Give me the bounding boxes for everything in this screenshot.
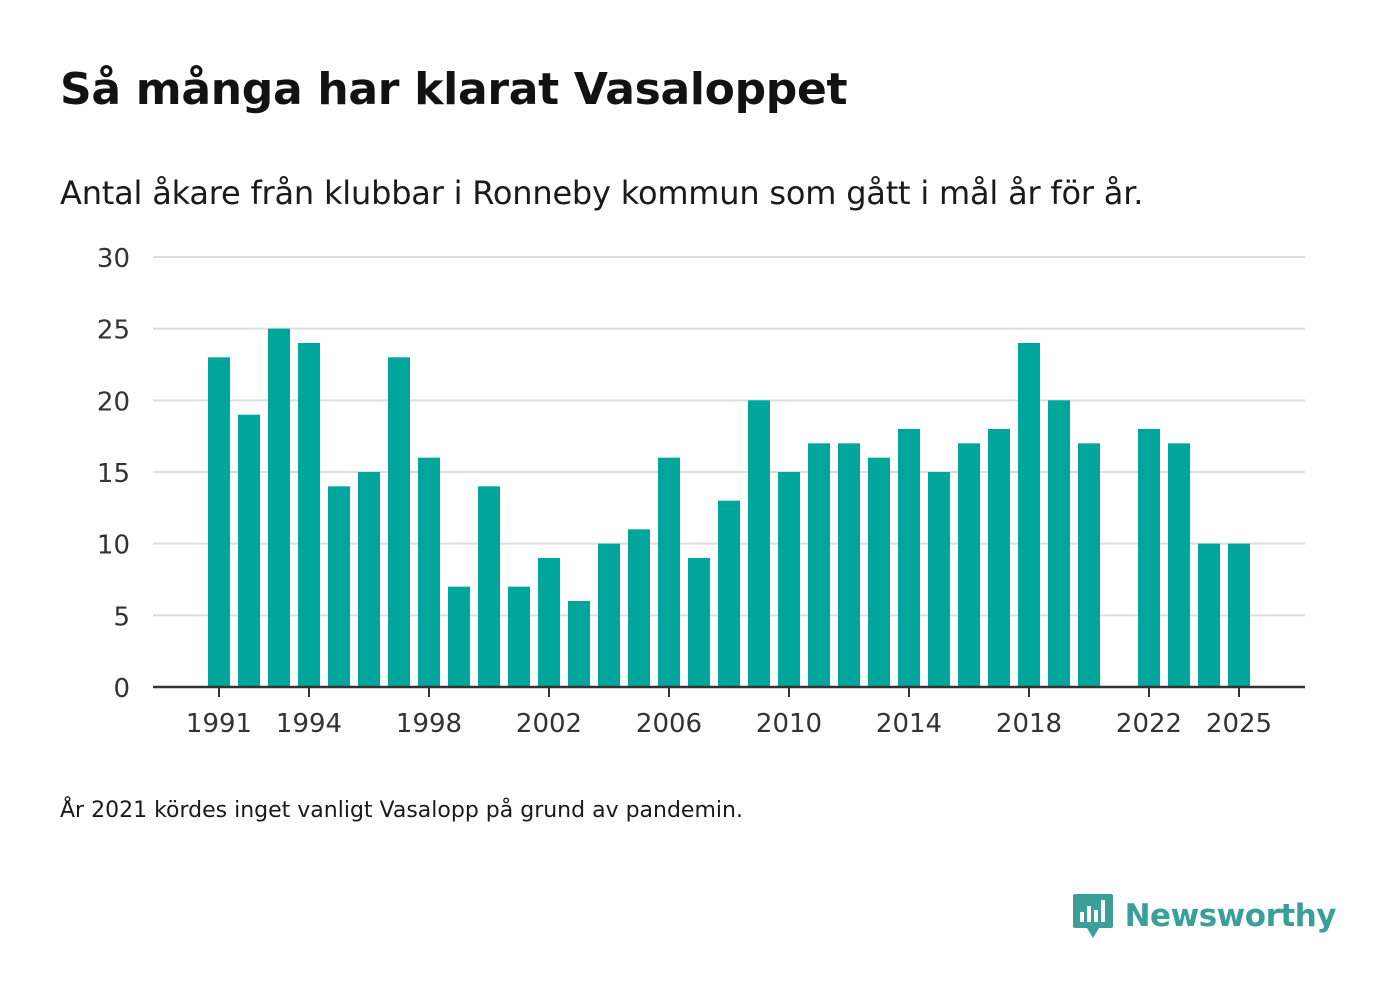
- x-tick-label: 2025: [1206, 709, 1272, 739]
- y-tick-label: 5: [113, 602, 130, 632]
- y-tick-label: 30: [97, 244, 130, 274]
- y-tick-label: 25: [97, 316, 130, 346]
- bar-2009: [748, 400, 770, 687]
- bar-2015: [928, 472, 950, 687]
- bar-2010: [778, 472, 800, 687]
- bar-1994: [298, 343, 320, 687]
- bar-2008: [718, 500, 740, 687]
- chart-bubble-icon: [1072, 894, 1113, 938]
- brand-name: Newsworthy: [1124, 898, 1337, 934]
- bar-2003: [568, 601, 590, 687]
- bar-1992: [238, 414, 260, 687]
- bar-2012: [838, 443, 860, 687]
- chart-subtitle: Antal åkare från klubbar i Ronneby kommu…: [60, 174, 1144, 212]
- bar-2007: [688, 558, 710, 687]
- bar-2025: [1228, 543, 1250, 687]
- x-tick-label: 1991: [186, 709, 252, 739]
- bar-2020: [1078, 443, 1100, 687]
- bar-2023: [1168, 443, 1190, 687]
- x-tick-label: 2018: [996, 709, 1062, 739]
- brand-logo[interactable]: Newsworthy: [1071, 892, 1337, 940]
- y-tick-label: 15: [97, 459, 130, 489]
- bar-1995: [328, 486, 350, 687]
- bar-2016: [958, 443, 980, 687]
- bar-1998: [418, 457, 440, 687]
- bar-1999: [448, 586, 470, 687]
- bar-2005: [628, 529, 650, 687]
- bar-1993: [268, 328, 290, 687]
- bar-2022: [1138, 429, 1160, 687]
- bar-1997: [388, 357, 410, 687]
- bar-1996: [358, 472, 380, 687]
- footnote: År 2021 kördes inget vanligt Vasalopp på…: [60, 798, 743, 823]
- y-tick-label: 0: [113, 674, 130, 704]
- y-tick-label: 20: [97, 387, 130, 417]
- bar-2011: [808, 443, 830, 687]
- x-tick-label: 2002: [516, 709, 582, 739]
- bar-2017: [988, 429, 1010, 687]
- chart-title: Så många har klarat Vasaloppet: [60, 64, 848, 115]
- y-tick-label: 10: [97, 531, 130, 561]
- bar-2002: [538, 558, 560, 687]
- x-tick-label: 1998: [396, 709, 462, 739]
- x-tick-label: 2010: [756, 709, 822, 739]
- bar-2000: [478, 486, 500, 687]
- bar-2018: [1018, 343, 1040, 687]
- bar-1991: [208, 357, 230, 687]
- x-tick-label: 2014: [876, 709, 942, 739]
- x-tick-label: 2006: [636, 709, 702, 739]
- bar-2024: [1198, 543, 1220, 687]
- bar-2019: [1048, 400, 1070, 687]
- bar-2013: [868, 457, 890, 687]
- bar-2001: [508, 586, 530, 687]
- x-tick-label: 1994: [276, 709, 342, 739]
- bar-2004: [598, 543, 620, 687]
- bar-2014: [898, 429, 920, 687]
- x-tick-label: 2022: [1116, 709, 1182, 739]
- bar-2006: [658, 457, 680, 687]
